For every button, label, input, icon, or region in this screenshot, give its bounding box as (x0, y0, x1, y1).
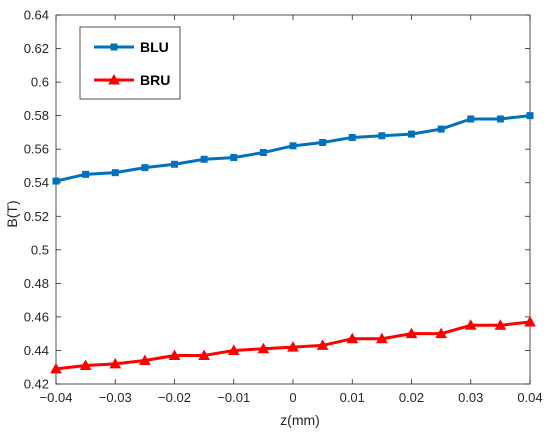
y-tick-label: 0.42 (24, 377, 49, 392)
data-point-blu (408, 130, 415, 138)
legend-label-bru: BRU (140, 72, 170, 88)
x-axis-title: z(mm) (280, 412, 320, 428)
data-point-blu (230, 154, 238, 162)
y-axis-title: B(T) (4, 200, 20, 227)
data-point-blu (141, 164, 149, 172)
y-tick-label: 0.6 (31, 75, 49, 90)
data-point-bru (494, 319, 507, 330)
x-tick-label: 0.02 (399, 390, 424, 405)
y-tick-label: 0.46 (24, 309, 49, 324)
data-point-blu (52, 177, 60, 185)
data-point-blu (200, 155, 208, 163)
x-tick-label: 0.03 (458, 390, 483, 405)
data-point-bru (287, 341, 299, 352)
plot-area: 0.42 0.44 0.46 0.48 0.5 0.52 0.54 0.56 0.58 0.6 0.… (24, 8, 543, 406)
data-point-blu (348, 133, 356, 141)
legend-marker-bru (108, 73, 120, 85)
legend: BLU BRU (79, 26, 181, 100)
y-tick-label: 0.54 (24, 175, 49, 190)
x-tick-label: −0.04 (40, 390, 73, 405)
data-point-bru (257, 342, 270, 354)
data-point-bru (405, 327, 418, 339)
y-tick-label: 0.44 (24, 343, 49, 358)
data-point-blu (378, 132, 386, 140)
y-tick-label: 0.5 (31, 242, 49, 257)
x-tick-label: −0.02 (158, 390, 191, 405)
legend-marker-blu (110, 43, 118, 51)
data-point-bru (168, 349, 181, 360)
data-point-bru (50, 362, 62, 374)
y-tick-label: 0.56 (24, 142, 49, 157)
x-tick-label: 0.04 (517, 390, 542, 405)
data-point-blu (82, 170, 90, 178)
x-tick-label: −0.01 (217, 390, 250, 405)
data-point-bru (464, 319, 477, 330)
data-point-blu (319, 138, 327, 146)
x-tick-label: 0.01 (340, 390, 365, 405)
data-point-blu (467, 115, 475, 123)
data-point-bru (198, 349, 210, 360)
data-point-blu (496, 115, 504, 123)
data-point-bru (79, 359, 92, 371)
y-tick-label: 0.64 (24, 8, 49, 23)
legend-label-blu: BLU (140, 39, 169, 55)
data-point-bru (227, 344, 240, 355)
data-point-bru (139, 354, 151, 366)
data-point-blu (526, 112, 534, 120)
data-point-blu (289, 142, 297, 150)
data-point-blu (437, 125, 445, 133)
data-point-bru (435, 327, 447, 339)
data-point-blu (259, 149, 267, 157)
legend-box (79, 26, 181, 100)
x-tick-label: 0 (289, 390, 296, 405)
x-tick-label: −0.03 (99, 390, 132, 405)
data-point-bru (316, 339, 329, 350)
y-tick-label: 0.58 (24, 108, 49, 123)
data-point-bru (346, 332, 359, 344)
data-point-blu (171, 160, 178, 168)
y-tick-label: 0.62 (24, 41, 49, 56)
data-point-bru (376, 332, 388, 344)
y-tick-label: 0.52 (24, 209, 49, 224)
data-point-blu (111, 169, 119, 177)
y-tick-label: 0.48 (24, 276, 49, 291)
data-point-bru (109, 357, 122, 369)
data-point-bru (524, 315, 536, 327)
